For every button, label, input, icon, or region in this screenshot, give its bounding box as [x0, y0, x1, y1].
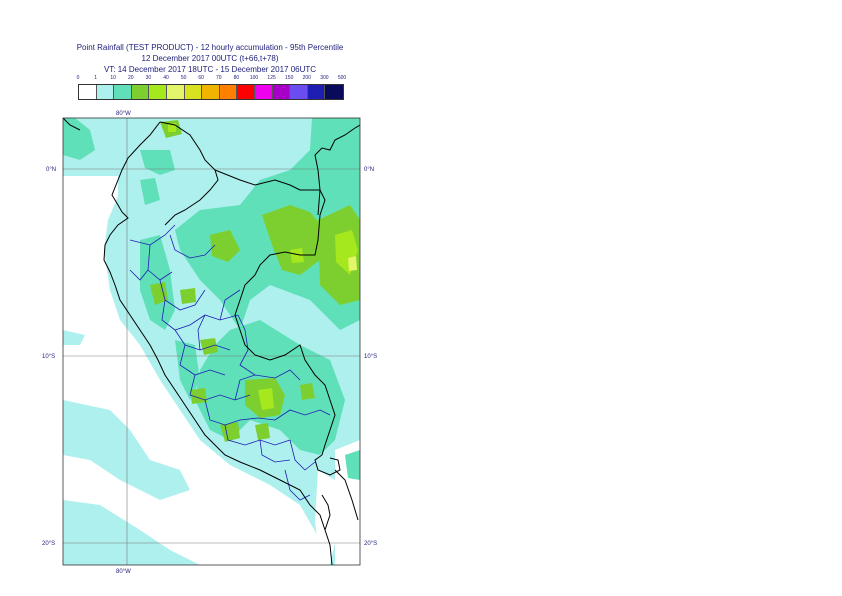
legend-swatch	[131, 85, 150, 99]
lat-label-left-0: 0°N	[46, 167, 56, 173]
legend-label: 30	[145, 75, 152, 81]
legend-label: 60	[198, 75, 204, 81]
legend-label: 150	[285, 75, 294, 81]
region-boundaries	[129, 224, 331, 501]
legend-swatch	[254, 85, 273, 99]
map-run-time: 12 December 2017 00UTC (t+66,t+78)	[141, 54, 279, 63]
legend-labels: 0 1 10 20 30 40 50 60 70 80 100 125 150 200 300 500	[0, 75, 842, 85]
legend-label: 100	[249, 75, 259, 81]
graticule	[63, 118, 360, 565]
color-legend	[78, 84, 344, 100]
legend-swatch	[325, 85, 343, 99]
legend-swatch	[184, 85, 203, 99]
lon-label-top: 80°W	[116, 111, 131, 117]
legend-label: 0	[76, 75, 80, 81]
legend-swatch	[114, 85, 132, 99]
legend-swatch	[237, 85, 255, 99]
lat-label-right-10s: 10°S	[364, 354, 377, 360]
legend-label: 40	[163, 75, 169, 81]
coastlines-borders	[63, 118, 360, 565]
legend-swatch	[290, 85, 308, 99]
legend-label: 20	[128, 75, 134, 81]
legend-swatch	[149, 85, 167, 99]
lat-label-left-20s: 20°S	[42, 541, 55, 547]
lat-label-left-10s: 10°S	[42, 354, 55, 360]
legend-label: 125	[267, 75, 276, 81]
legend-swatch	[219, 85, 238, 99]
map-border	[62, 117, 361, 566]
legend-label: 300	[320, 75, 329, 81]
legend-swatch	[307, 85, 326, 99]
map-title: Point Rainfall (TEST PRODUCT) - 12 hourl…	[76, 43, 344, 52]
legend-label: 70	[216, 75, 222, 81]
map-valid-time: VT: 14 December 2017 18UTC - 15 December…	[103, 65, 317, 74]
legend-label: 10	[110, 75, 116, 81]
legend-swatch	[166, 85, 185, 99]
lat-label-right-20s: 20°S	[364, 541, 377, 547]
legend-swatch	[202, 85, 220, 99]
rainfall-40-50mm	[348, 256, 357, 271]
legend-swatch	[96, 85, 115, 99]
lat-label-right-0: 0°N	[364, 167, 374, 173]
legend-swatch	[272, 85, 291, 99]
dry-area-patches	[63, 158, 360, 565]
legend-label: 80	[233, 75, 240, 81]
lon-label-bottom: 80°W	[116, 569, 131, 575]
legend-label: 50	[180, 75, 187, 81]
legend-label: 500	[337, 75, 347, 81]
legend-swatch	[79, 85, 97, 99]
legend-label: 1	[94, 75, 97, 81]
legend-label: 200	[302, 75, 311, 81]
